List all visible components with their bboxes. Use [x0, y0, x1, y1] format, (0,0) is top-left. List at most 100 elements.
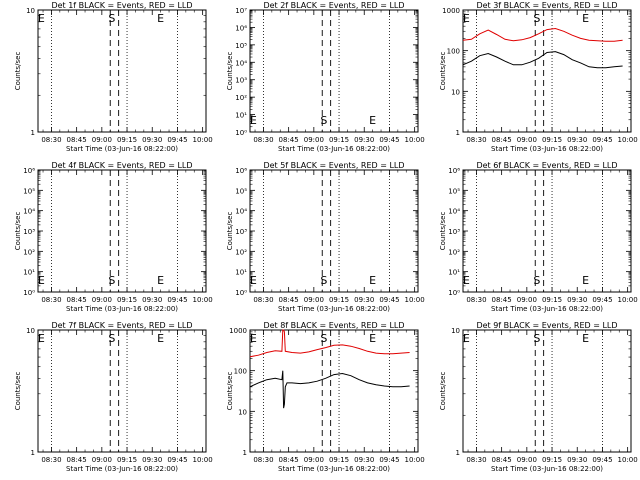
- y-tick-label: 10: [451, 88, 460, 96]
- series-line-events: [249, 370, 410, 409]
- x-tick-label: 09:45: [592, 136, 612, 144]
- x-tick-label: 08:30: [41, 296, 61, 304]
- panel-det-5: Det 5f BLACK = Events, RED = LLD 10⁰ 10¹ 10…: [226, 161, 425, 313]
- x-tick-label: 09:00: [304, 296, 324, 304]
- x-tick-label: 09:00: [304, 136, 324, 144]
- x-tick-label: 09:15: [329, 296, 349, 304]
- event-marker-label: E: [250, 274, 257, 287]
- x-tick-label: 08:45: [67, 296, 87, 304]
- x-tick-label: 09:45: [167, 296, 187, 304]
- y-tick-label: 10⁴: [448, 208, 460, 216]
- y-tick-label: 100: [447, 48, 460, 56]
- x-tick-label: 09:30: [142, 136, 162, 144]
- x-tick-label: 08:45: [492, 296, 512, 304]
- event-marker-label: E: [157, 12, 164, 25]
- y-tick-label: 10⁰: [23, 289, 35, 297]
- x-tick-label: 09:30: [354, 456, 374, 464]
- x-tick-label: 08:30: [466, 136, 486, 144]
- plot-frame: [462, 169, 632, 293]
- x-tick-label: 09:45: [167, 136, 187, 144]
- x-tick-label: 09:15: [117, 456, 137, 464]
- y-tick-label: 10: [26, 327, 35, 335]
- event-marker-label: S: [108, 332, 115, 345]
- panel-det-1: Det 1f BLACK = Events, RED = LLD 1 10 Count…: [14, 1, 213, 153]
- y-axis-label: Counts/sec: [439, 372, 447, 411]
- x-tick-label: 10:00: [618, 136, 638, 144]
- x-tick-label: 09:00: [304, 456, 324, 464]
- x-axis-label: Start Time (03-Jun-16 08:22:00): [66, 305, 178, 313]
- x-tick-label: 09:30: [354, 296, 374, 304]
- x-tick-label: 08:30: [253, 456, 273, 464]
- panel-title: Det 4f BLACK = Events, RED = LLD: [51, 161, 192, 170]
- y-tick-label: 10¹: [23, 269, 35, 277]
- event-marker-label: E: [463, 12, 470, 25]
- y-tick-label: 1: [456, 449, 460, 457]
- y-axis-label: Counts/sec: [226, 372, 234, 411]
- x-tick-label: 10:00: [193, 136, 213, 144]
- event-marker-label: E: [582, 332, 589, 345]
- y-tick-label: 100: [234, 368, 247, 376]
- event-marker-label: S: [533, 12, 540, 25]
- x-axis-label: Start Time (03-Jun-16 08:22:00): [66, 465, 178, 473]
- y-tick-label: 10⁴: [23, 208, 35, 216]
- y-tick-label: 10⁶: [235, 167, 247, 175]
- y-tick-label: 1: [31, 129, 35, 137]
- plot-frame: [249, 169, 419, 293]
- x-tick-label: 08:30: [41, 456, 61, 464]
- x-axis-label: Start Time (03-Jun-16 08:22:00): [66, 145, 178, 153]
- x-tick-label: 09:45: [379, 456, 399, 464]
- y-tick-label: 10¹: [448, 269, 460, 277]
- x-tick-label: 10:00: [193, 456, 213, 464]
- y-tick-label: 1: [243, 449, 247, 457]
- y-tick-label: 10⁰: [448, 289, 460, 297]
- panel-title: Det 1f BLACK = Events, RED = LLD: [51, 1, 192, 10]
- x-tick-label: 08:45: [67, 136, 87, 144]
- panel-title: Det 8f BLACK = Events, RED = LLD: [263, 321, 404, 330]
- event-marker-label: E: [157, 274, 164, 287]
- event-marker-label: E: [250, 114, 257, 127]
- plot-frame: [249, 9, 419, 133]
- panel-det-2: Det 2f BLACK = Events, RED = LLD 10⁰ 10¹ 10…: [226, 1, 425, 153]
- y-axis-label: Counts/sec: [226, 52, 234, 91]
- event-marker-label: S: [108, 274, 115, 287]
- y-tick-label: 10³: [235, 228, 247, 236]
- panel-det-7: Det 7f BLACK = Events, RED = LLD 1 10 Count…: [14, 321, 213, 473]
- panel-title: Det 6f BLACK = Events, RED = LLD: [476, 161, 617, 170]
- x-tick-label: 10:00: [618, 456, 638, 464]
- x-tick-label: 09:15: [542, 136, 562, 144]
- panel-title: Det 7f BLACK = Events, RED = LLD: [51, 321, 192, 330]
- x-axis-label: Start Time (03-Jun-16 08:22:00): [491, 465, 603, 473]
- panel-title: Det 3f BLACK = Events, RED = LLD: [476, 1, 617, 10]
- x-tick-label: 08:45: [279, 456, 299, 464]
- event-marker-label: S: [320, 114, 327, 127]
- series-line-lld: [462, 27, 623, 42]
- event-marker-label: E: [38, 274, 45, 287]
- y-tick-label: 10⁰: [235, 129, 247, 137]
- x-tick-label: 09:30: [142, 456, 162, 464]
- x-tick-label: 10:00: [618, 296, 638, 304]
- x-tick-label: 09:45: [379, 136, 399, 144]
- series-line-lld: [249, 329, 410, 358]
- event-marker-label: E: [157, 332, 164, 345]
- event-marker-label: S: [533, 332, 540, 345]
- x-tick-label: 09:45: [592, 296, 612, 304]
- y-tick-label: 1000: [229, 327, 247, 335]
- x-tick-label: 08:45: [492, 136, 512, 144]
- event-marker-label: E: [463, 274, 470, 287]
- event-marker-label: E: [38, 12, 45, 25]
- x-tick-label: 09:45: [379, 296, 399, 304]
- panel-det-6: Det 6f BLACK = Events, RED = LLD 10⁰ 10¹ 10…: [439, 161, 638, 313]
- x-tick-label: 09:00: [517, 456, 537, 464]
- x-tick-label: 10:00: [405, 296, 425, 304]
- event-marker-label: E: [582, 274, 589, 287]
- y-axis-label: Counts/sec: [439, 52, 447, 91]
- y-axis-label: Counts/sec: [14, 212, 22, 251]
- y-tick-label: 10⁵: [235, 42, 247, 50]
- x-tick-label: 08:30: [253, 136, 273, 144]
- event-marker-label: S: [320, 274, 327, 287]
- x-tick-label: 08:30: [466, 456, 486, 464]
- y-tick-label: 10²: [235, 248, 247, 256]
- x-axis-label: Start Time (03-Jun-16 08:22:00): [491, 305, 603, 313]
- plot-frame: [462, 329, 632, 453]
